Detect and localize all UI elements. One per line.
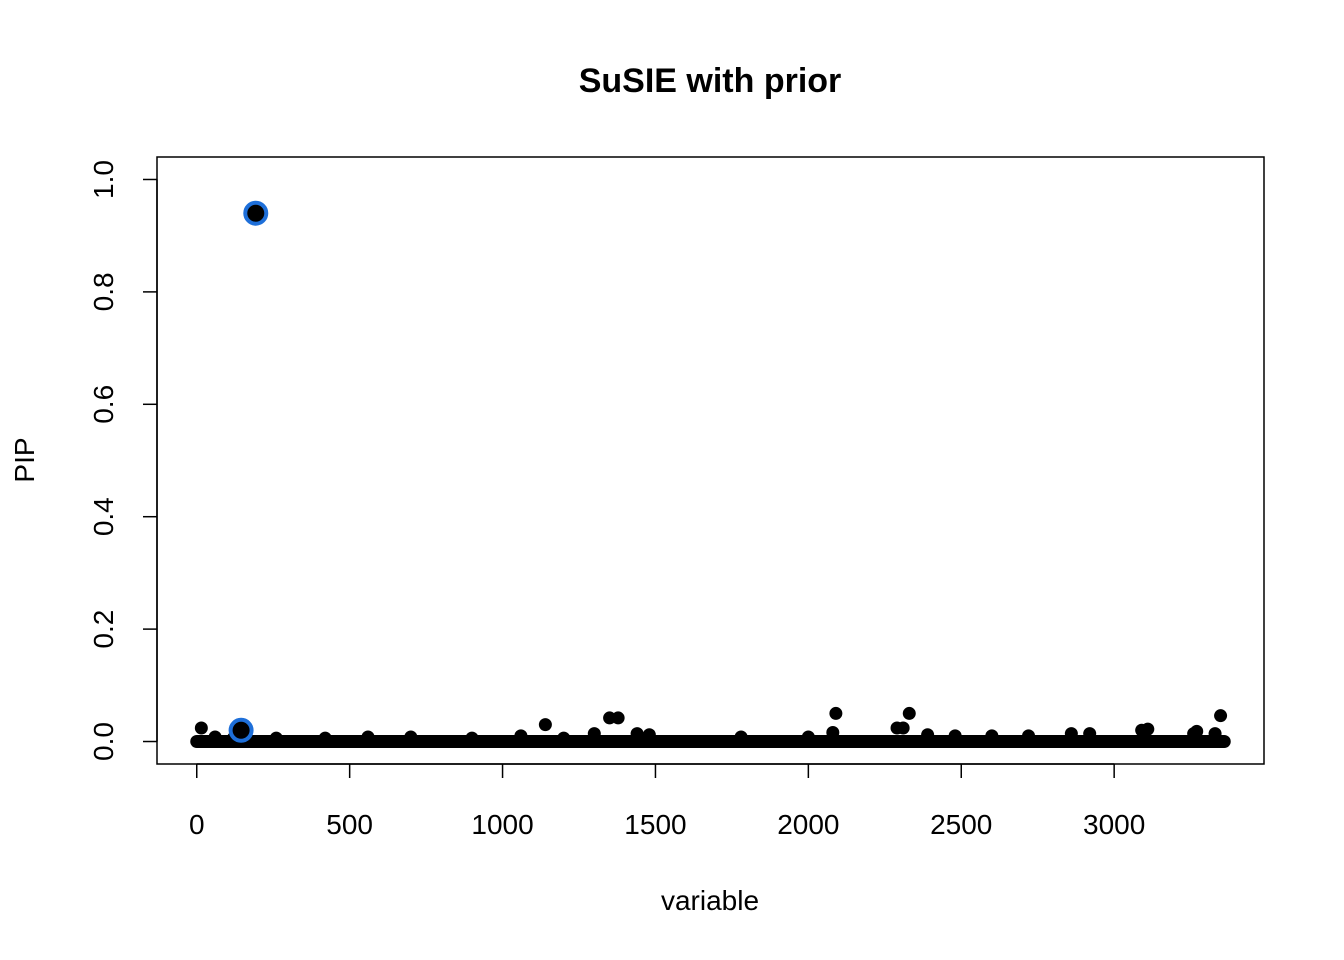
chart-title: SuSIE with prior: [579, 62, 842, 100]
data-point: [1083, 727, 1097, 741]
data-point: [538, 718, 552, 732]
data-point: [1214, 709, 1228, 723]
highlighted-point: [243, 200, 269, 226]
data-point: [514, 729, 528, 743]
data-point: [1141, 722, 1155, 736]
x-tick-label: 3000: [1083, 809, 1145, 840]
data-point: [557, 731, 571, 745]
data-point: [1208, 727, 1222, 741]
x-tick-label: 2000: [777, 809, 839, 840]
data-point: [208, 730, 222, 744]
data-point: [985, 729, 999, 743]
y-tick-label: 0.0: [88, 722, 119, 761]
data-point: [801, 730, 815, 744]
data-point: [611, 711, 625, 725]
data-point: [587, 727, 601, 741]
x-tick-label: 2500: [930, 809, 992, 840]
data-point: [194, 721, 208, 735]
highlighted-points: [228, 200, 269, 743]
plot-frame: [156, 156, 1265, 765]
x-tick-label: 1000: [471, 809, 533, 840]
data-point: [630, 727, 644, 741]
y-tick-label: 0.2: [88, 610, 119, 649]
highlighted-point: [228, 717, 254, 743]
data-point: [1022, 729, 1036, 743]
x-tick-label: 0: [189, 809, 205, 840]
data-point: [1190, 724, 1204, 738]
y-axis: 0.0 0.2 0.4 0.6 0.8 1.0: [88, 160, 158, 761]
y-axis-label: PIP: [9, 437, 40, 482]
x-tick-label: 1500: [624, 809, 686, 840]
y-tick-label: 1.0: [88, 160, 119, 199]
y-tick-label: 0.6: [88, 385, 119, 424]
data-point: [361, 730, 375, 744]
data-point: [902, 706, 916, 720]
data-point: [948, 729, 962, 743]
data-point: [465, 731, 479, 745]
x-axis-label: variable: [661, 885, 759, 916]
data-point: [921, 728, 935, 742]
data-point: [269, 731, 283, 745]
x-tick-label: 500: [326, 809, 373, 840]
data-point: [826, 726, 840, 740]
y-tick-label: 0.4: [88, 497, 119, 536]
data-point: [896, 721, 910, 735]
data-points: [190, 706, 1231, 749]
data-point: [404, 730, 418, 744]
x-axis: 0 500 1000 1500 2000 2500 3000: [189, 763, 1145, 840]
data-point: [1064, 727, 1078, 741]
data-point: [734, 730, 748, 744]
data-point: [642, 728, 656, 742]
data-point: [318, 731, 332, 745]
data-point: [829, 706, 843, 720]
y-tick-label: 0.8: [88, 272, 119, 311]
